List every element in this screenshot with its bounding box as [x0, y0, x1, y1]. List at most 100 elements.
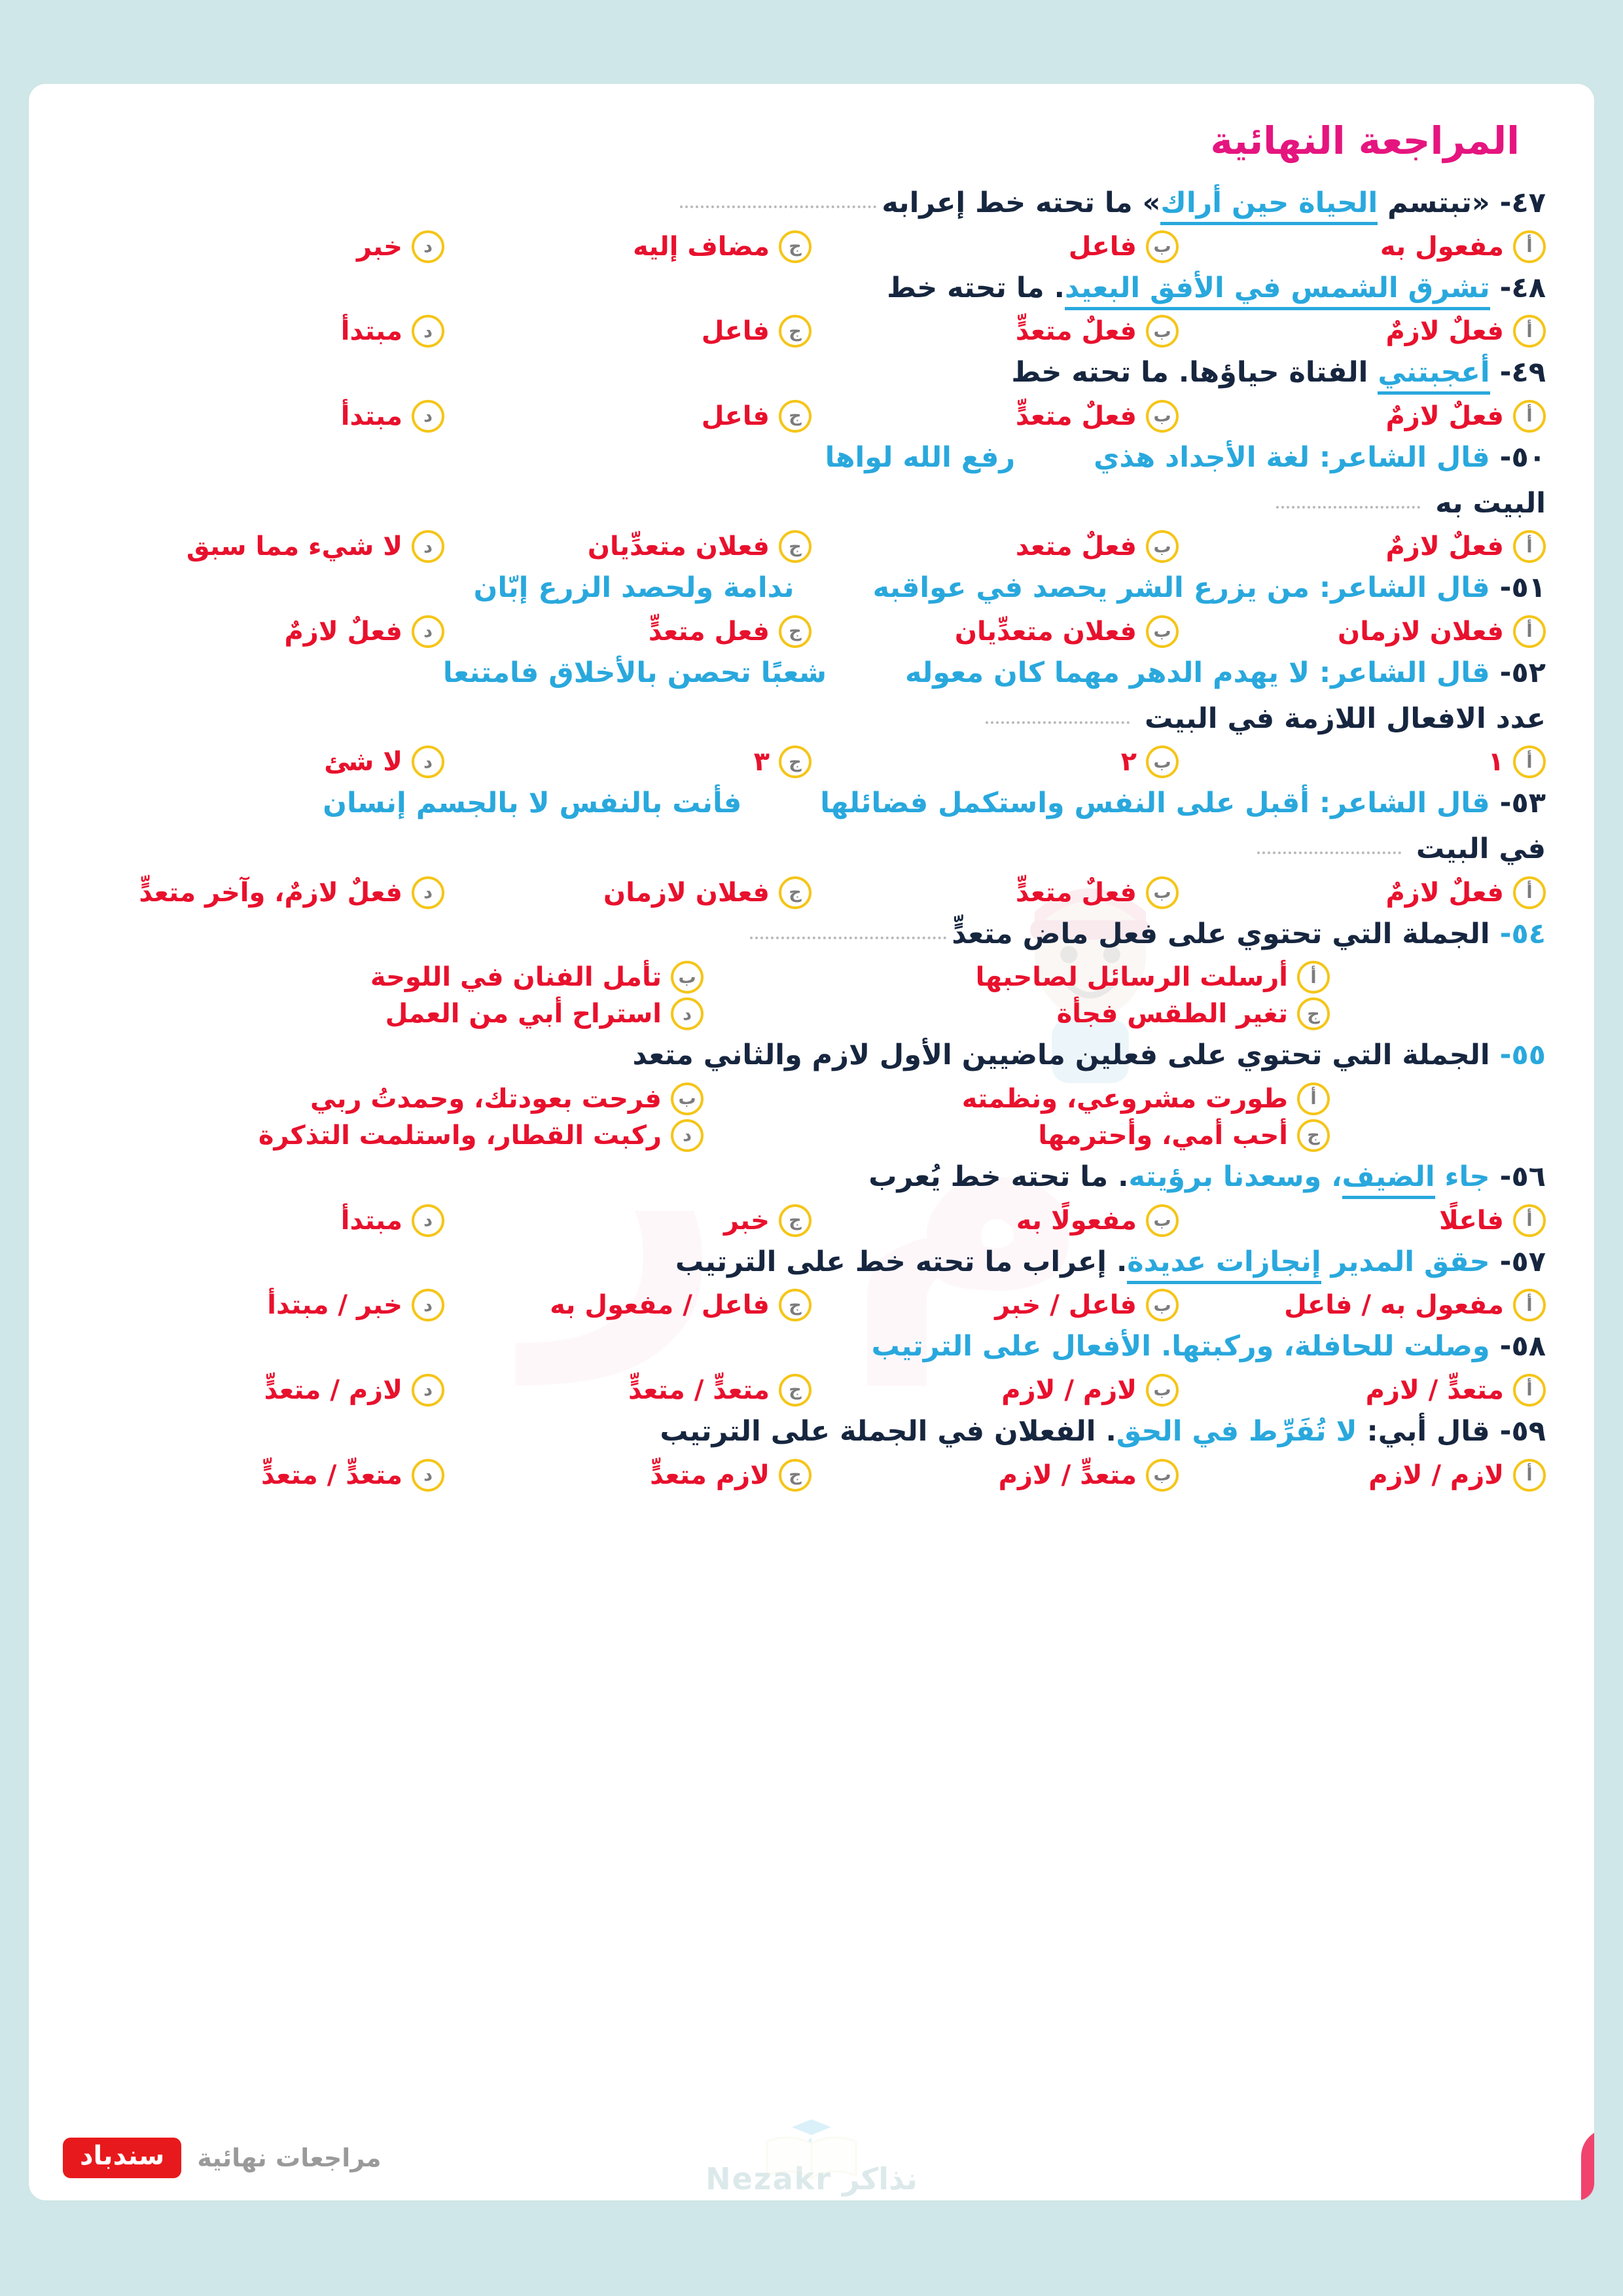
question-block: ٥٥- الجملة التي تحتوي على فعلين ماضيين ا…	[77, 1033, 1546, 1152]
answer-option[interactable]: د فعلٌ لازمٌ	[77, 615, 444, 648]
answer-option[interactable]: أ فاعلًا	[1179, 1204, 1546, 1237]
answer-option[interactable]: ج أحب أمي، وأحترمها	[704, 1119, 1330, 1152]
answer-option[interactable]: ب تأمل الفنان في اللوحة	[77, 961, 704, 994]
options-row: أ فعلٌ لازمٌ ب فعلٌ متعدٍّ ج فاعل د مبتدأ	[77, 315, 1546, 348]
answer-option[interactable]: ج فاعل	[444, 399, 812, 433]
hemistich-first: قال الشاعر: لا يهدم الدهر مهما كان معوله	[905, 656, 1490, 689]
answer-option[interactable]: ج فاعل	[444, 315, 812, 348]
answer-option[interactable]: ب فعلٌ متعدٍّ	[812, 399, 1179, 433]
answer-option[interactable]: أ لازم / لازم	[1179, 1458, 1546, 1492]
option-label: فعلٌ لازمٌ	[1385, 316, 1504, 347]
answer-option[interactable]: د مبتدأ	[77, 315, 444, 348]
question-prompt: ٤٩- أعجبتني الفتاة حياؤها. ما تحته خط	[77, 350, 1546, 396]
question-block: ٥٠- قال الشاعر: لغة الأجداد هذي رفع الله …	[77, 435, 1546, 564]
hemistich-second: رفع الله لواها	[825, 440, 1016, 474]
question-number: ٥٤-	[1489, 917, 1546, 950]
answer-option[interactable]: أ مفعول به	[1179, 230, 1546, 263]
answer-option[interactable]: ج فاعل / مفعول به	[444, 1289, 812, 1322]
option-letter-marker: ب	[1146, 1373, 1179, 1407]
hemistich-first: قال الشاعر: لغة الأجداد هذي	[1094, 440, 1490, 474]
answer-option[interactable]: ج لازم متعدٍّ	[444, 1458, 812, 1492]
options-row: أ ١ ب ٢ ج ٣ د لا شئ	[77, 745, 1546, 779]
option-letter-marker: د	[412, 1373, 444, 1407]
answer-option[interactable]: ب فعلٌ متعدٍّ	[812, 876, 1179, 909]
answer-option[interactable]: ب فعلٌ متعد	[812, 530, 1179, 564]
answer-option[interactable]: أ فعلٌ لازمٌ	[1179, 876, 1546, 909]
option-label: تأمل الفنان في اللوحة	[370, 962, 662, 993]
answer-option[interactable]: ج مضاف إليه	[444, 230, 812, 263]
option-letter-marker: د	[412, 876, 444, 909]
option-letter-marker: أ	[1513, 876, 1546, 909]
question-text-segment: وصلت للحافلة، وركبتها. الأفعال على الترت…	[871, 1330, 1490, 1363]
answer-option[interactable]: ج فعلان لازمان	[444, 876, 812, 909]
hemistich-second: ندامة ولحصد الزرع إبّان	[473, 571, 794, 605]
option-letter-marker: د	[671, 997, 704, 1031]
question-text-segment: تشرق الشمس في الأفق البعيد	[1065, 271, 1490, 310]
question-prompt: ٤٨- تشرق الشمس في الأفق البعيد. ما تحته …	[77, 266, 1546, 312]
answer-option[interactable]: أ متعدٍّ / لازم	[1179, 1373, 1546, 1407]
question-text-segment: قال أبي:	[1357, 1414, 1490, 1448]
question-subprompt: عدد الافعال اللازمة في البيت	[77, 696, 1546, 742]
question-text-segment: . إعراب ما تحته خط على الترتيب	[675, 1245, 1128, 1278]
answer-option[interactable]: ب فاعل	[812, 230, 1179, 263]
answer-option[interactable]: أ أرسلت الرسائل لصاحبها	[704, 961, 1330, 994]
answer-option[interactable]: د ركبت القطار، واستلمت التذكرة	[77, 1119, 704, 1152]
question-block: ٥٧- حقق المدير إنجازات عديدة. إعراب ما ت…	[77, 1240, 1546, 1322]
answer-option[interactable]: د مبتدأ	[77, 1204, 444, 1237]
answer-option[interactable]: د لازم / متعدٍّ	[77, 1373, 444, 1407]
option-letter-marker: أ	[1297, 1082, 1330, 1115]
answer-option[interactable]: ج فعلان متعدِّيان	[444, 530, 812, 564]
answer-option[interactable]: أ فعلٌ لازمٌ	[1179, 530, 1546, 564]
answer-option[interactable]: أ مفعول به / فاعل	[1179, 1289, 1546, 1322]
answer-option[interactable]: ج متعدٍّ / متعدٍّ	[444, 1373, 812, 1407]
option-label: فعلٌ متعد	[1015, 531, 1137, 562]
answer-option[interactable]: ب فاعل / خبر	[812, 1289, 1179, 1322]
answer-option[interactable]: د فعلٌ لازمٌ، وآخر متعدٍّ	[77, 876, 444, 909]
answer-option[interactable]: ب لازم / لازم	[812, 1373, 1179, 1407]
answer-option[interactable]: د استراح أبي من العمل	[77, 997, 704, 1031]
answer-option[interactable]: أ طورت مشروعي، ونظمته	[704, 1082, 1330, 1115]
option-label: فعلٌ متعدٍّ	[1015, 877, 1137, 908]
answer-option[interactable]: ج فعل متعدٍّ	[444, 615, 812, 648]
question-prompt: ٥٦- جاء الضيف، وسعدنا برؤيته. ما تحته خط…	[77, 1155, 1546, 1200]
answer-option[interactable]: د مبتدأ	[77, 399, 444, 433]
option-label: متعدٍّ / متعدٍّ	[628, 1374, 770, 1405]
answer-option[interactable]: د متعدٍّ / متعدٍّ	[77, 1458, 444, 1492]
option-letter-marker: د	[412, 399, 444, 433]
question-prompt: ٥٩- قال أبي: لا تُفَرِّط في الحق. الفعلا…	[77, 1409, 1546, 1455]
answer-option[interactable]: د خبر / مبتدأ	[77, 1289, 444, 1322]
option-letter-marker: د	[412, 1204, 444, 1237]
answer-option[interactable]: ج تغير الطقس فجأة	[704, 997, 1330, 1031]
answer-option[interactable]: ب فعلٌ متعدٍّ	[812, 315, 1179, 348]
option-label: أحب أمي، وأحترمها	[1038, 1120, 1288, 1151]
answer-option[interactable]: أ فعلٌ لازمٌ	[1179, 399, 1546, 433]
footer-subtitle: مراجعات نهائية	[197, 2144, 382, 2172]
answer-option[interactable]: ب فعلان متعدِّيان	[812, 615, 1179, 648]
question-text-segment: حقق المدير	[1321, 1245, 1490, 1278]
option-label: فعلٌ لازمٌ	[1385, 531, 1504, 562]
question-number: ٥٨-	[1489, 1330, 1546, 1363]
option-label: فعلان متعدِّيان	[954, 616, 1137, 647]
answer-option[interactable]: أ فعلان لازمان	[1179, 615, 1546, 648]
answer-option[interactable]: د لا شيء مما سبق	[77, 530, 444, 564]
answer-option[interactable]: ب مفعولًا به	[812, 1204, 1179, 1237]
answer-option[interactable]: د لا شئ	[77, 745, 444, 779]
answer-option[interactable]: أ فعلٌ لازمٌ	[1179, 315, 1546, 348]
question-text-segment: الحياة حين أراك	[1160, 187, 1378, 225]
question-text-segment: إنجازات عديدة	[1127, 1245, 1321, 1284]
option-label: فعلٌ لازمٌ	[1385, 877, 1504, 908]
answer-option[interactable]: ب فرحت بعودتك، وحمدتُ ربي	[77, 1082, 704, 1115]
question-block: ٥٨- وصلت للحافلة، وركبتها. الأفعال على ا…	[77, 1324, 1546, 1407]
option-label: لازم / لازم	[1001, 1374, 1137, 1405]
question-text-segment: الفتاة حياؤها. ما تحته خط	[1011, 356, 1378, 389]
question-prompt: ٥١- قال الشاعر: من يزرع الشر يحصد في عوا…	[77, 565, 1546, 611]
answer-option[interactable]: د خبر	[77, 230, 444, 263]
question-number: ٥٧-	[1489, 1245, 1546, 1278]
options-row: أ طورت مشروعي، ونظمته ب فرحت بعودتك، وحمدتُ…	[77, 1082, 1546, 1115]
question-number-and-hemistich-1: ٥٠- قال الشاعر: لغة الأجداد هذي	[1094, 435, 1546, 481]
answer-option[interactable]: ب متعدٍّ / لازم	[812, 1458, 1179, 1492]
answer-option[interactable]: ج خبر	[444, 1204, 812, 1237]
